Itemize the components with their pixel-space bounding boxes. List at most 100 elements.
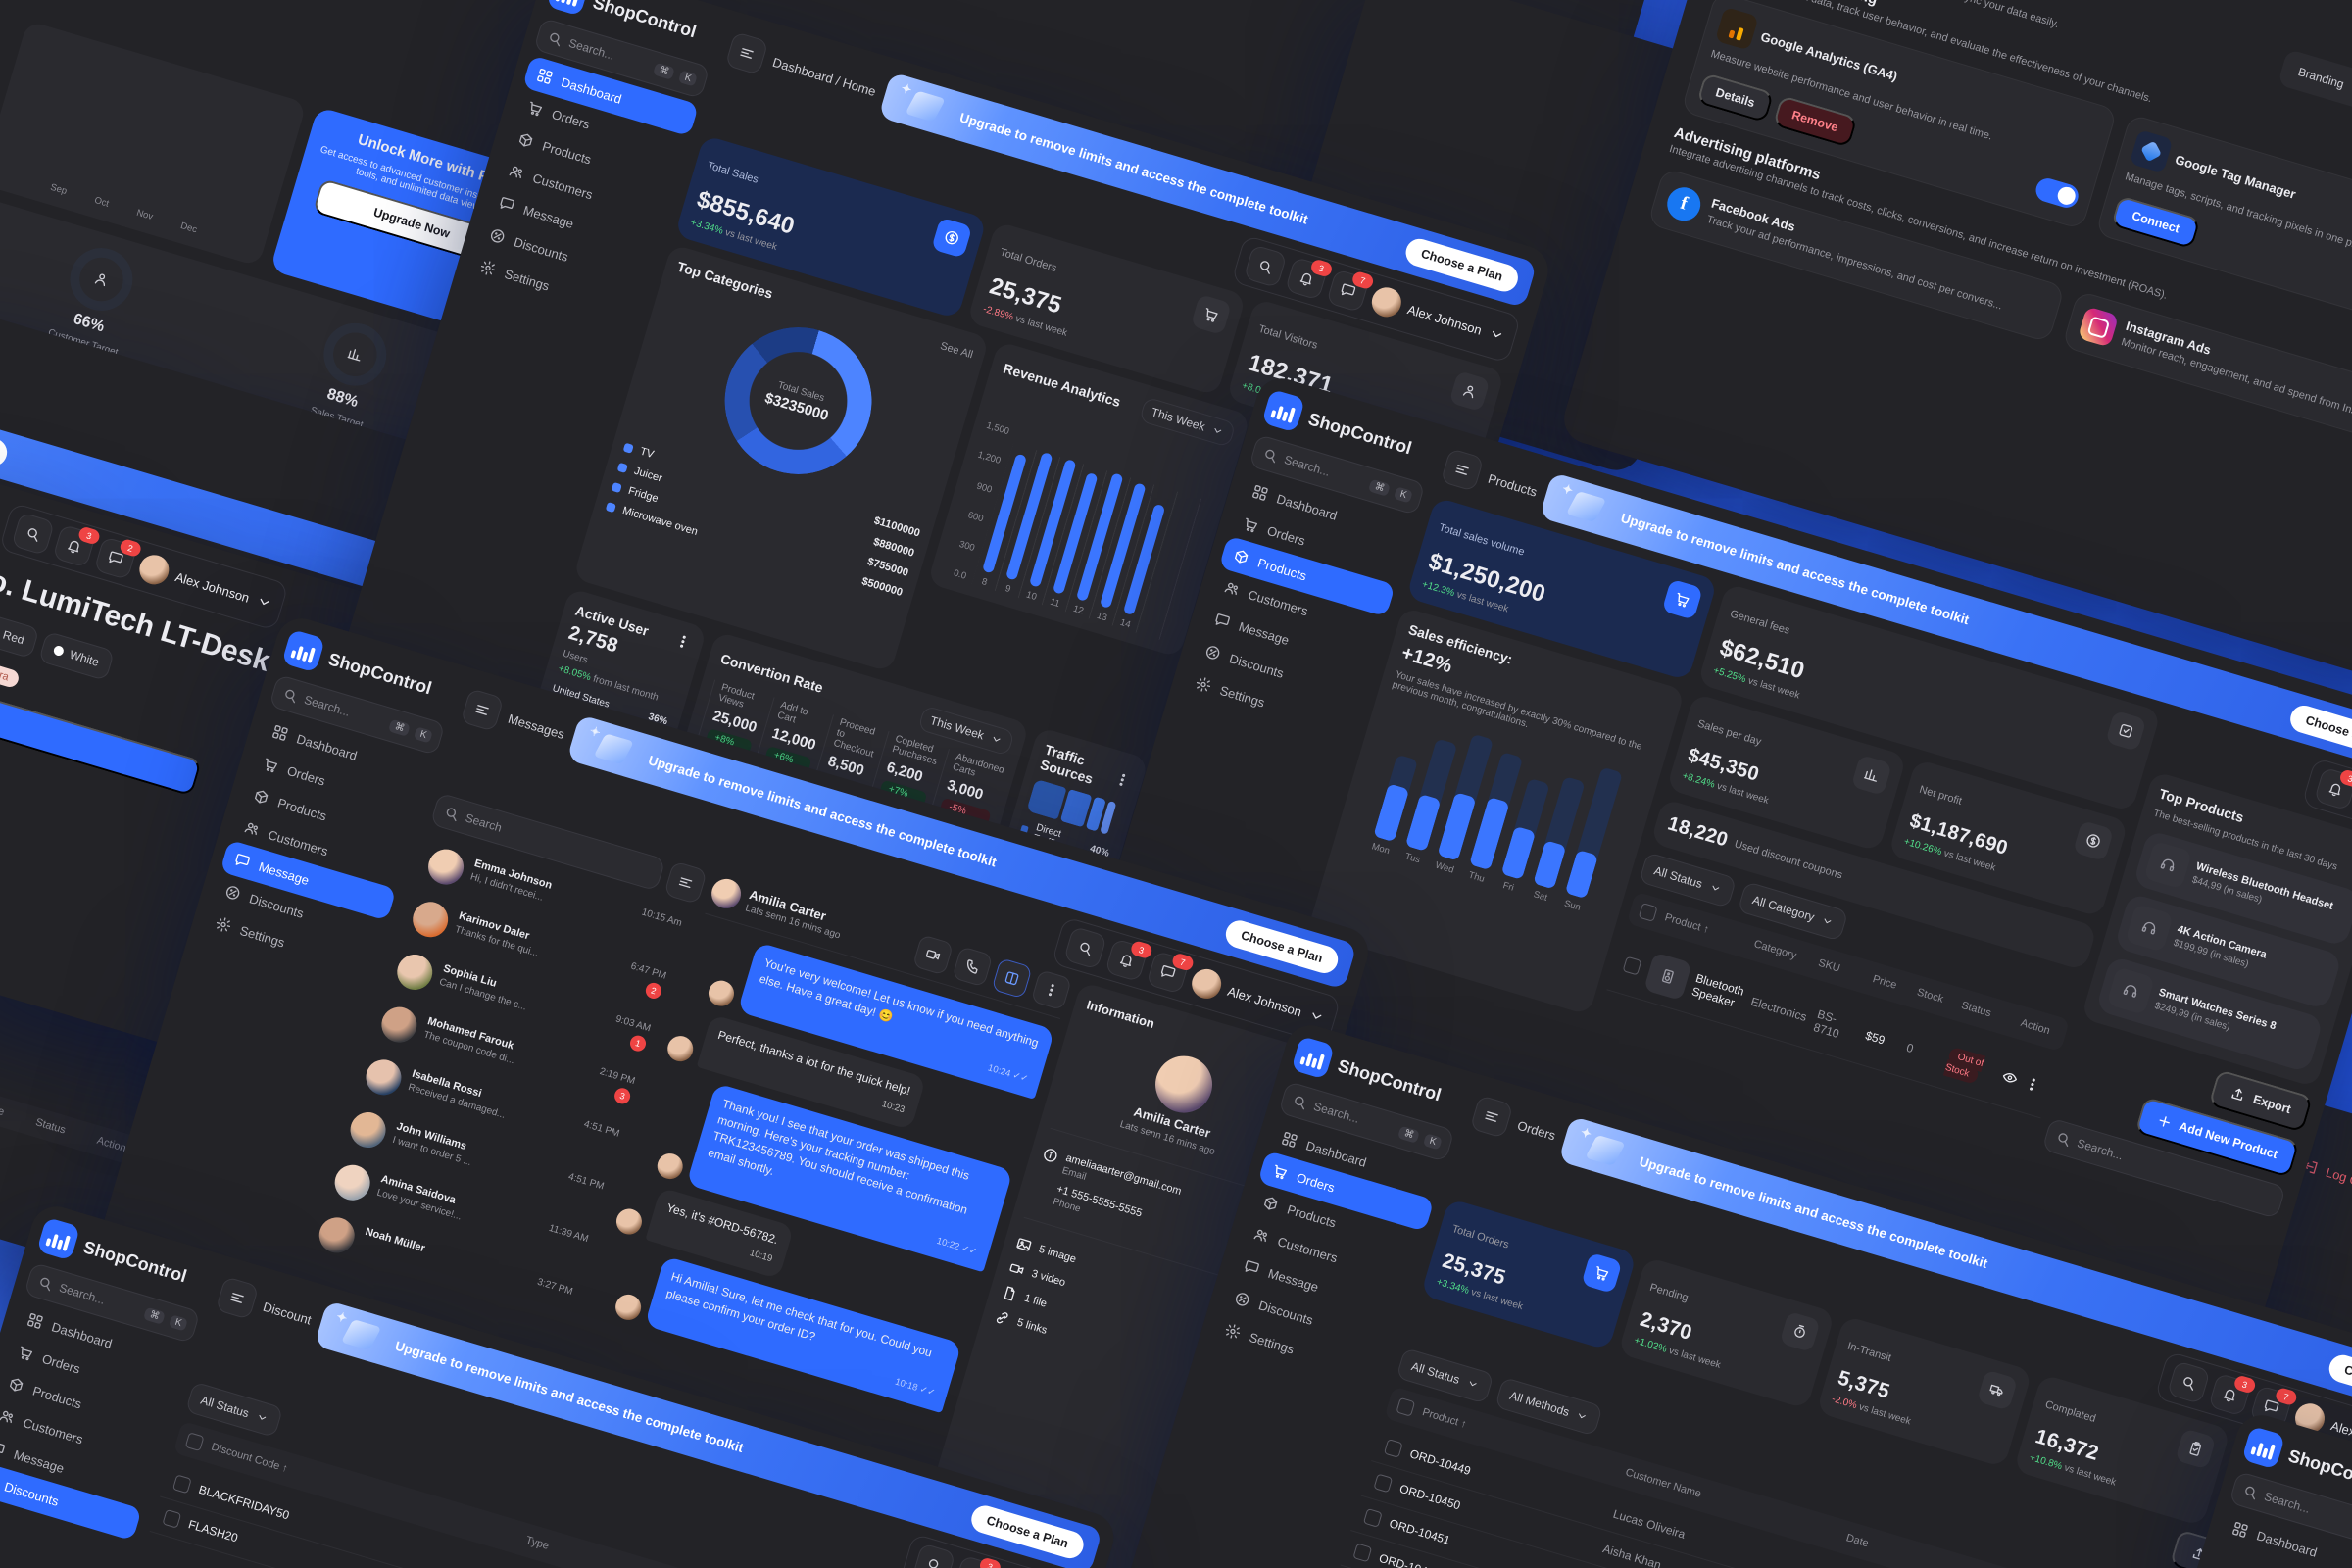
color-chip[interactable]: Red xyxy=(0,611,40,660)
legend-item: Fridge $755000 xyxy=(611,480,909,579)
info-icon xyxy=(1041,1146,1060,1165)
kebab-menu-icon[interactable] xyxy=(1113,770,1133,790)
ga4-toggle-on[interactable] xyxy=(2033,175,2082,211)
row-checkbox[interactable] xyxy=(162,1508,182,1529)
search-button[interactable] xyxy=(2166,1360,2211,1405)
line-chart-icon xyxy=(1850,754,1892,797)
y-tick: 0.0 xyxy=(952,567,968,583)
brand-logo xyxy=(1291,1035,1336,1080)
x-label: Dec xyxy=(178,220,199,236)
breadcrumb: Orders xyxy=(1515,1117,1558,1143)
menu-button[interactable] xyxy=(460,688,505,732)
search-button[interactable] xyxy=(11,512,56,557)
row-checkbox[interactable] xyxy=(1362,1507,1383,1528)
search-button[interactable] xyxy=(1063,925,1107,970)
person-icon xyxy=(1448,370,1491,413)
brand-name: ShopControl xyxy=(1305,408,1415,458)
messages-button[interactable]: 2 xyxy=(93,536,143,581)
avatar xyxy=(346,1107,390,1152)
chevron-down-icon[interactable] xyxy=(1306,1006,1326,1026)
column-header[interactable]: Category xyxy=(1752,938,1798,962)
column-header[interactable]: SKU xyxy=(1816,956,1842,975)
select-all-checkbox[interactable] xyxy=(1396,1396,1416,1417)
sparkle-illustration xyxy=(1574,1128,1633,1171)
x-label: 8 xyxy=(980,576,989,589)
brand-name: ShopControl xyxy=(1335,1054,1445,1104)
view-icon[interactable] xyxy=(2000,1068,2020,1088)
chevron-down-icon[interactable] xyxy=(255,593,274,612)
notifications-button[interactable]: 3 xyxy=(2208,1372,2257,1417)
column-header[interactable]: Type xyxy=(524,1534,551,1552)
notifications-button[interactable]: 3 xyxy=(1284,256,1334,301)
row-checkbox[interactable] xyxy=(1373,1473,1394,1494)
notifications-button[interactable]: 3 xyxy=(52,523,102,568)
toggle-panel-button[interactable] xyxy=(991,957,1033,1000)
bar xyxy=(57,176,67,180)
brand-logo xyxy=(281,628,326,673)
search-button[interactable] xyxy=(911,1543,956,1568)
avatar[interactable] xyxy=(1188,965,1225,1003)
x-label: 12 xyxy=(1071,604,1085,617)
tab[interactable]: Branding xyxy=(2283,55,2352,101)
notifications-button[interactable]: 3 xyxy=(2313,766,2352,811)
kebab-menu-button[interactable] xyxy=(1030,969,1072,1011)
avatar[interactable] xyxy=(135,551,172,588)
menu-button[interactable] xyxy=(1440,448,1485,492)
row-checkbox[interactable] xyxy=(1352,1543,1373,1563)
menu-button[interactable] xyxy=(724,31,769,75)
select-all-checkbox[interactable] xyxy=(184,1432,205,1452)
column-header[interactable]: Stock xyxy=(1915,986,1945,1005)
column-header[interactable]: Joined Date xyxy=(0,1091,6,1119)
avatar xyxy=(708,875,745,912)
remove-button[interactable]: Remove xyxy=(1772,94,1858,148)
cart-icon xyxy=(1190,293,1232,336)
notifications-button[interactable]: 3 xyxy=(1104,938,1153,983)
search-button[interactable] xyxy=(1243,244,1288,289)
brand-logo xyxy=(546,0,591,17)
dollar-icon xyxy=(2072,819,2115,862)
breadcrumb: Discount xyxy=(261,1298,314,1327)
voice-call-button[interactable] xyxy=(952,946,994,988)
breadcrumb: Messages xyxy=(506,710,566,742)
primary-action-button[interactable] xyxy=(0,688,203,797)
brand-logo xyxy=(2241,1425,2286,1470)
x-label: 10 xyxy=(1024,589,1038,604)
menu-button[interactable] xyxy=(1469,1095,1514,1139)
notifications-button[interactable]: 3 xyxy=(953,1554,1003,1568)
avatar xyxy=(1148,1049,1219,1120)
product-thumbnail xyxy=(2125,904,2175,953)
row-checkbox[interactable] xyxy=(1383,1439,1403,1458)
avatar[interactable] xyxy=(1368,283,1405,320)
x-label: Mon xyxy=(1370,841,1392,858)
filter-button[interactable] xyxy=(663,860,708,906)
y-tick: 300 xyxy=(957,538,977,554)
choose-plan-button[interactable]: Choose a Plan xyxy=(967,1502,1087,1562)
see-all-link[interactable]: See All xyxy=(938,340,975,362)
connect-button[interactable]: Connect xyxy=(2111,195,2201,250)
column-header[interactable]: Product ↑ xyxy=(1663,911,1711,936)
chevron-down-icon[interactable] xyxy=(1487,325,1506,345)
x-label: Sun xyxy=(1562,898,1583,913)
color-chip[interactable]: White xyxy=(38,630,115,681)
column-header[interactable]: Action xyxy=(2019,1016,2052,1038)
kebab-menu-icon[interactable] xyxy=(673,631,693,651)
sparkle-illustration xyxy=(582,727,641,770)
details-button[interactable]: Details xyxy=(1696,72,1775,123)
column-header[interactable]: Price xyxy=(1871,973,1898,992)
column-header[interactable]: Status xyxy=(1959,999,1993,1020)
row-checkbox[interactable] xyxy=(1622,956,1642,976)
avatar xyxy=(408,897,453,942)
avatar xyxy=(612,1291,645,1323)
instagram-ads-icon xyxy=(2077,306,2120,348)
menu-button[interactable] xyxy=(215,1276,260,1320)
choose-plan-button[interactable]: Choose a Plan xyxy=(0,410,11,469)
messages-button[interactable]: 7 xyxy=(1326,269,1375,314)
bar xyxy=(187,216,197,220)
kebab-menu-icon[interactable] xyxy=(2023,1075,2042,1095)
select-all-checkbox[interactable] xyxy=(1638,902,1658,922)
user-name: Alex Johnson xyxy=(173,568,252,606)
row-checkbox[interactable] xyxy=(172,1474,192,1494)
column-header[interactable]: Status xyxy=(33,1116,68,1137)
video-call-button[interactable] xyxy=(911,934,955,976)
messages-button[interactable]: 7 xyxy=(1146,950,1196,995)
